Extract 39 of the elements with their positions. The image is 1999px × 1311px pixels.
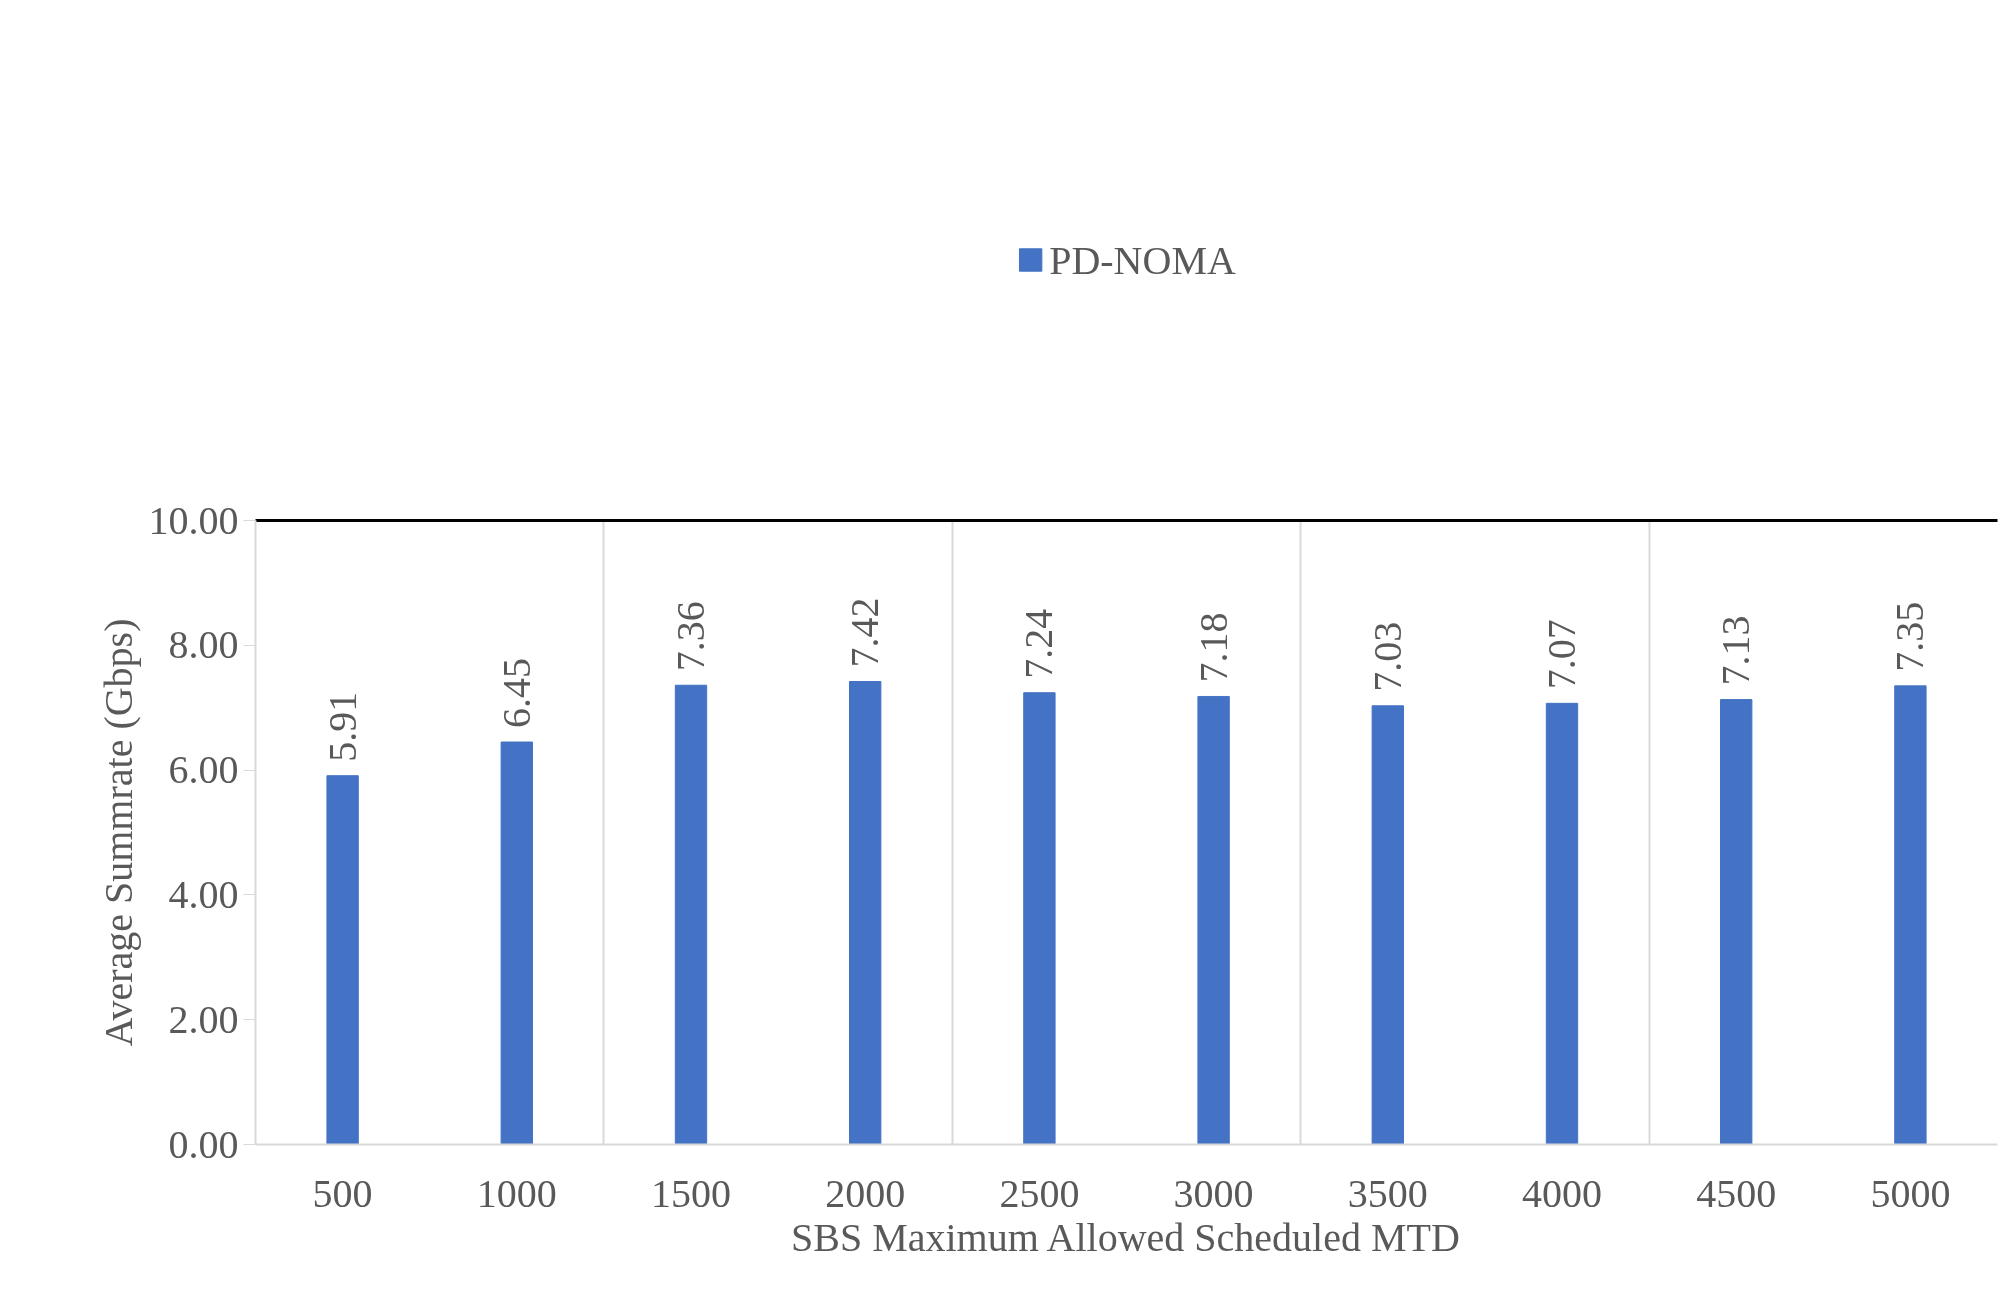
- x-tick-label: 4500: [1696, 1170, 1777, 1216]
- text: 6.45: [493, 658, 539, 729]
- x-tick-label: 2500: [999, 1170, 1080, 1216]
- bar: [849, 680, 882, 1145]
- x-tick-label: 3000: [1173, 1170, 1254, 1216]
- x-tick-label: 500: [312, 1170, 373, 1216]
- text: 5.91: [319, 691, 365, 762]
- text: 7.03: [1364, 621, 1410, 692]
- y-tick-label: 10.00: [148, 497, 239, 543]
- bar: [1894, 685, 1927, 1145]
- bar: [1371, 705, 1404, 1145]
- x-tick-label: 3500: [1347, 1170, 1428, 1216]
- text: 7.07: [1539, 619, 1584, 690]
- y-tick-label: 6.00: [168, 747, 239, 793]
- bar: [500, 741, 533, 1145]
- x-tick-label: 1000: [476, 1170, 557, 1216]
- text: 7.36: [668, 601, 713, 672]
- bar: [1023, 692, 1056, 1145]
- bar: [1545, 702, 1579, 1145]
- text: 7.35: [1887, 601, 1933, 672]
- x-tick-label: 1500: [651, 1170, 731, 1216]
- bar: [326, 775, 359, 1145]
- y-tick-label: 2.00: [168, 996, 239, 1042]
- x-axis-title: SBS Maximum Allowed Scheduled MTD: [790, 1214, 1460, 1260]
- x-tick-label: 5000: [1870, 1170, 1951, 1216]
- text: 7.24: [1016, 608, 1062, 679]
- legend-label: PD-NOMA: [1049, 236, 1236, 284]
- bar: [1720, 699, 1753, 1145]
- y-axis-title: Average Summrate (Gbps): [95, 618, 141, 1047]
- x-tick-label: 4000: [1522, 1170, 1602, 1216]
- x-tick-label: 2000: [825, 1170, 906, 1216]
- y-tick-label: 8.00: [168, 622, 239, 668]
- text: 7.42: [842, 597, 888, 668]
- text: 7.18: [1190, 612, 1236, 683]
- y-tick-label: 0.00: [168, 1121, 239, 1167]
- y-tick-label: 4.00: [168, 871, 239, 917]
- bar: [1197, 695, 1230, 1145]
- text: 7.13: [1713, 615, 1759, 686]
- bar: [674, 684, 708, 1145]
